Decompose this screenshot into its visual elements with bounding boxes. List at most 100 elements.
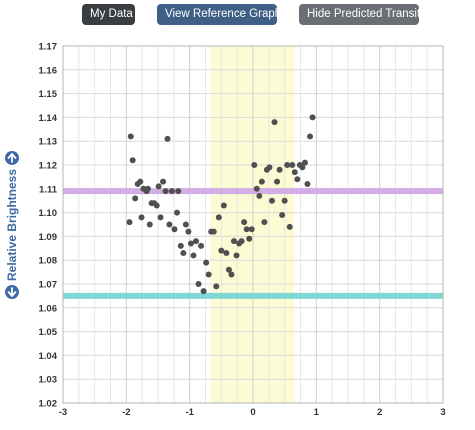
data-point xyxy=(205,271,212,278)
data-point xyxy=(248,226,255,233)
data-point xyxy=(284,162,291,168)
data-point xyxy=(289,162,296,168)
data-point xyxy=(223,250,230,257)
data-point xyxy=(220,202,227,209)
data-point xyxy=(291,169,298,176)
data-point xyxy=(253,185,260,192)
data-point xyxy=(175,188,182,195)
data-point xyxy=(301,159,308,166)
data-point xyxy=(195,281,202,287)
data-point xyxy=(261,219,268,226)
data-point xyxy=(190,252,197,259)
data-point xyxy=(182,221,189,228)
x-tick-label: 2 xyxy=(377,407,382,418)
y-tick-label: 1.03 xyxy=(39,375,58,386)
data-point xyxy=(127,133,134,140)
y-tick-label: 1.12 xyxy=(39,161,58,172)
y-tick-label: 1.16 xyxy=(39,65,58,76)
predicted-transit-region xyxy=(210,46,295,403)
data-point xyxy=(218,247,225,254)
data-point xyxy=(241,219,248,226)
data-point xyxy=(162,188,169,195)
data-point xyxy=(271,119,278,126)
data-point xyxy=(238,238,245,245)
data-point xyxy=(309,114,316,121)
view-reference-graph-button[interactable]: View Reference Graph xyxy=(157,4,281,25)
y-tick-label: 1.11 xyxy=(39,184,58,195)
data-point xyxy=(174,209,180,216)
data-point xyxy=(146,221,153,228)
data-point xyxy=(210,228,217,235)
plot-frame xyxy=(62,45,444,404)
data-point xyxy=(286,223,293,230)
chart-area: 1.02 1.03 1.04 1.05 1.06 1.07 1.08 1.09 1.10 1.11… xyxy=(0,32,475,425)
data-point xyxy=(198,242,205,249)
y-tick-label: 1.10 xyxy=(39,208,58,219)
data-point xyxy=(233,252,240,259)
data-point xyxy=(203,259,210,266)
my-data-button[interactable]: My Data xyxy=(82,4,135,25)
y-tick-label: 1.06 xyxy=(39,303,58,314)
x-tick-label: 3 xyxy=(440,407,445,418)
data-point xyxy=(157,214,164,221)
x-tick-label: -2 xyxy=(122,407,130,418)
data-point xyxy=(231,238,237,245)
data-point xyxy=(177,242,184,249)
x-tick-label: -3 xyxy=(59,407,67,418)
data-point xyxy=(132,195,139,202)
toolbar: My Data View Reference Graph Hide Predic… xyxy=(0,0,475,32)
data-point xyxy=(225,266,232,273)
y-tick-label: 1.09 xyxy=(39,232,58,243)
data-point xyxy=(251,162,258,168)
data-point xyxy=(129,157,136,164)
data-point xyxy=(307,133,313,140)
y-tick-label: 1.05 xyxy=(39,327,58,338)
data-point xyxy=(155,183,162,190)
data-point xyxy=(171,226,178,233)
data-point xyxy=(256,192,263,199)
data-point xyxy=(281,197,288,204)
data-point xyxy=(246,235,253,242)
data-point xyxy=(144,185,151,192)
data-point xyxy=(304,181,311,188)
data-point xyxy=(243,226,250,233)
arrow-up-icon xyxy=(5,150,19,165)
y-tick-label: 1.04 xyxy=(39,351,58,362)
data-point xyxy=(166,221,173,228)
x-tick-label: 0 xyxy=(250,407,255,418)
data-point xyxy=(213,283,220,290)
data-point xyxy=(126,219,133,226)
data-point xyxy=(193,238,199,245)
data-point xyxy=(274,178,281,185)
data-point xyxy=(266,164,273,171)
y-tick-label: 1.17 xyxy=(39,42,58,53)
data-point xyxy=(299,164,306,171)
x-tick-label: 1 xyxy=(314,407,320,418)
data-point xyxy=(276,166,283,173)
data-point xyxy=(215,214,222,221)
data-point xyxy=(258,178,265,185)
y-tick-label: 1.14 xyxy=(39,113,58,124)
data-point xyxy=(164,135,171,142)
data-point xyxy=(180,250,187,257)
y-tick-label: 1.07 xyxy=(39,280,58,291)
data-point xyxy=(168,188,175,195)
data-point xyxy=(137,178,144,185)
y-tick-label: 1.15 xyxy=(39,89,58,100)
data-point xyxy=(160,178,167,185)
data-point xyxy=(294,176,301,183)
hide-predicted-transit-button[interactable]: Hide Predicted Transit xyxy=(299,4,420,25)
data-point xyxy=(185,228,192,235)
data-point xyxy=(200,288,207,295)
x-tick-label: -1 xyxy=(185,407,194,418)
y-tick-label: 1.02 xyxy=(39,399,58,410)
y-axis-label: Relative Brightness xyxy=(5,169,19,281)
data-point xyxy=(138,214,145,221)
data-point xyxy=(187,240,194,247)
data-point xyxy=(269,197,275,204)
data-point xyxy=(153,202,160,209)
data-point xyxy=(228,271,235,278)
brightness-chart: 1.02 1.03 1.04 1.05 1.06 1.07 1.08 1.09 1.10 1.11… xyxy=(5,42,446,418)
y-tick-label: 1.08 xyxy=(39,256,58,267)
arrow-down-icon xyxy=(5,285,19,300)
